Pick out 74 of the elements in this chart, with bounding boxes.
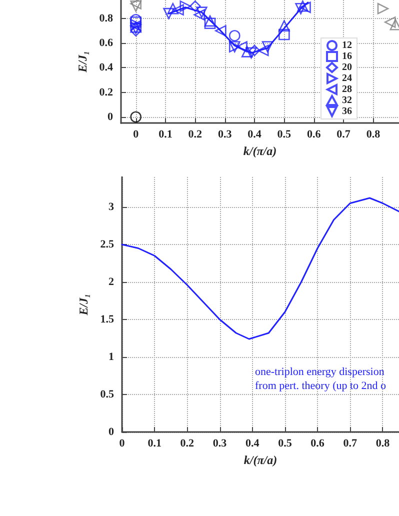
x-tick-label: 0.8 — [366, 128, 381, 141]
y-tick-label: 0.6 — [99, 37, 114, 50]
x-tick-label: 0.1 — [148, 438, 162, 450]
point — [194, 9, 205, 20]
x-tick-label: 0.6 — [310, 438, 325, 450]
y-tick-label: 0.2 — [99, 86, 114, 98]
x-tick-label: 0.6 — [306, 128, 322, 141]
x-tick-label: 0.7 — [343, 438, 358, 450]
x-tick-label: 0.3 — [218, 128, 232, 141]
point — [167, 2, 179, 14]
y-axis-title: E/J₁ — [75, 50, 90, 74]
x-tick-label: 0.4 — [248, 128, 262, 141]
x-tick-label: 0.8 — [376, 438, 390, 450]
point — [163, 8, 174, 20]
annotation: one-triplon energy dispersion from pert. theory (up to 2nd o — [255, 366, 387, 392]
point — [295, 2, 306, 14]
legend-label: 28 — [342, 84, 352, 95]
legend-label: 12 — [342, 40, 352, 51]
x-tick-label: 0 — [133, 128, 140, 141]
legend-label: 20 — [342, 62, 352, 73]
x-tick-label: 0 — [119, 438, 126, 450]
y-tick-label: 3 — [108, 201, 114, 213]
point — [130, 16, 142, 28]
x-tick-label: 0.5 — [278, 438, 292, 450]
point — [377, 2, 389, 14]
legend-label: 16 — [342, 51, 352, 62]
point — [172, 4, 184, 16]
legend-label: 24 — [342, 73, 352, 84]
point — [215, 25, 226, 36]
x-axis-title: k/(π/a) — [243, 144, 277, 158]
point — [204, 18, 216, 30]
y-tick-label: 0.8 — [99, 12, 114, 24]
point — [257, 44, 269, 56]
point — [246, 47, 257, 59]
y-tick-label: 0.4 — [99, 62, 114, 74]
point — [204, 15, 216, 27]
x-axis-title: k/(π/a) — [244, 452, 278, 467]
point — [130, 0, 142, 12]
x-tick-label: 0.2 — [180, 438, 195, 450]
point — [390, 18, 399, 30]
y-tick-label: 2.5 — [100, 238, 114, 250]
point — [278, 28, 290, 40]
y-tick-label: 2 — [108, 276, 114, 288]
x-tick-label: 0.7 — [336, 128, 351, 141]
point — [300, 2, 311, 14]
point — [384, 16, 396, 28]
x-tick-label: 0.2 — [188, 128, 203, 141]
line-series — [121, 197, 399, 340]
point — [196, 6, 208, 18]
y-tick-label: 0 — [108, 110, 114, 123]
y-tick-label: 0 — [108, 426, 114, 438]
x-tick-label: 0.3 — [212, 438, 228, 450]
point — [228, 30, 240, 42]
point — [262, 41, 274, 52]
y-tick-label: 0.5 — [100, 388, 114, 400]
point — [248, 44, 260, 56]
x-tick-label: 0.5 — [277, 128, 292, 141]
x-tick-label: 0.1 — [158, 128, 172, 141]
legend-label: 32 — [342, 95, 352, 106]
y-tick-label: 1 — [108, 351, 114, 363]
point — [130, 111, 142, 123]
x-tick-label: 0.4 — [245, 438, 260, 450]
point — [297, 0, 308, 12]
y-tick-label: 1.5 — [100, 314, 114, 326]
point — [130, 25, 142, 36]
point — [130, 14, 142, 26]
legend-label: 36 — [342, 106, 352, 117]
y-axis-title: E/J₁ — [76, 294, 90, 316]
point — [130, 0, 142, 10]
point — [180, 0, 192, 12]
point — [190, 0, 201, 12]
point — [236, 41, 248, 52]
point — [241, 46, 253, 58]
point — [278, 20, 290, 32]
